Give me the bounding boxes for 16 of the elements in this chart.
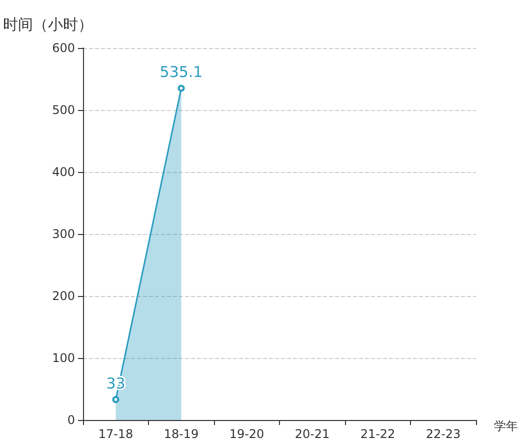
y-tick-label: 300 (52, 227, 75, 241)
x-tick-label: 22-23 (426, 427, 461, 441)
x-tick-label: 21-22 (360, 427, 396, 441)
y-tick-label: 100 (52, 351, 75, 365)
x-tick-label: 19-20 (229, 427, 264, 441)
y-tick-label: 600 (52, 41, 75, 55)
y-axis-title: 时间（小时） (3, 16, 93, 34)
y-tick-label: 400 (52, 165, 75, 179)
y-tick-label: 0 (67, 413, 75, 427)
x-tick-label: 18-19 (164, 427, 199, 441)
y-tick-label: 500 (52, 103, 75, 117)
x-tick-label: 17-18 (98, 427, 134, 441)
y-tick-label: 200 (52, 289, 75, 303)
x-tick-label: 20-21 (294, 427, 330, 441)
x-axis-title: 学年 (494, 419, 518, 433)
data-label: 535.1 (160, 63, 203, 82)
